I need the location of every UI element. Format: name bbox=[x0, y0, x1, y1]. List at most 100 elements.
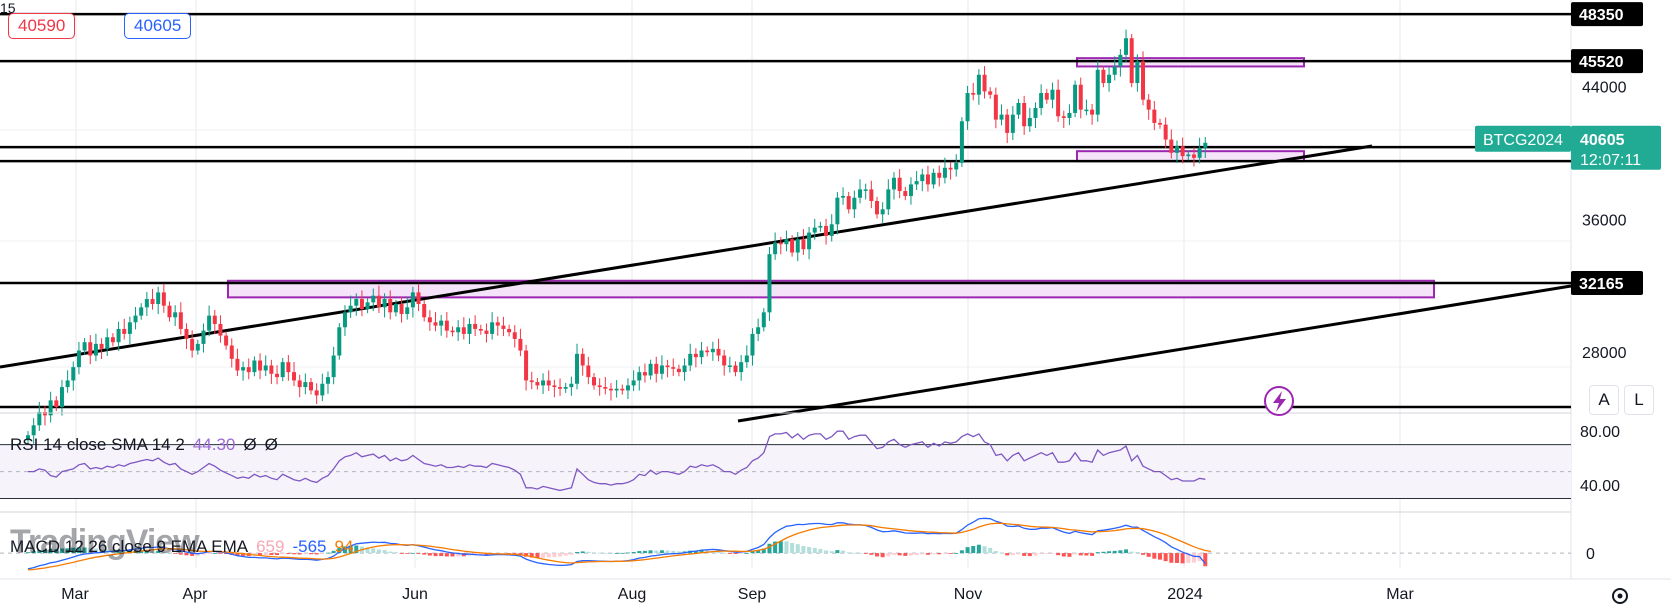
macd-histogram-bar bbox=[365, 547, 370, 554]
macd-histogram-bar bbox=[931, 553, 936, 555]
candle-body bbox=[897, 177, 902, 192]
macd-histogram-bar bbox=[371, 548, 376, 554]
candle-body bbox=[224, 335, 229, 346]
candle-body bbox=[818, 225, 823, 228]
candle-body bbox=[320, 383, 325, 396]
macd-histogram-bar bbox=[546, 553, 551, 558]
macd-histogram-bar bbox=[891, 553, 896, 555]
macd-histogram-bar bbox=[597, 552, 602, 554]
macd-histogram-bar bbox=[88, 548, 93, 554]
macd-histogram-bar bbox=[773, 541, 778, 554]
auto-scale-button[interactable]: A bbox=[1589, 385, 1619, 415]
macd-histogram-bar bbox=[750, 551, 755, 554]
macd-histogram-bar bbox=[993, 551, 998, 554]
rsi-legend[interactable]: RSI 14 close SMA 14 2 44.30 Ø Ø bbox=[10, 435, 286, 455]
candle-body bbox=[908, 184, 913, 197]
macd-histogram-bar bbox=[920, 553, 925, 555]
candle-body bbox=[869, 189, 874, 202]
macd-histogram-bar bbox=[173, 553, 178, 554]
macd-histogram-bar bbox=[608, 553, 613, 554]
bid-price-box[interactable]: 40590 bbox=[8, 13, 76, 39]
macd-histogram-bar bbox=[478, 553, 483, 556]
macd-histogram-bar bbox=[76, 547, 81, 554]
candle-body bbox=[331, 355, 336, 378]
macd-histogram-bar bbox=[744, 553, 749, 554]
macd-histogram-bar bbox=[535, 553, 540, 558]
candle-body bbox=[122, 328, 127, 334]
candle-body bbox=[920, 174, 925, 182]
macd-histogram-bar bbox=[1067, 553, 1072, 557]
macd-histogram-bar bbox=[212, 553, 217, 554]
candle-body bbox=[1022, 103, 1027, 127]
pane-separators bbox=[0, 412, 1571, 513]
macd-histogram-bar bbox=[575, 551, 580, 554]
macd-histogram-bar bbox=[1186, 553, 1191, 563]
lower-trend-line[interactable] bbox=[737, 284, 1572, 423]
macd-histogram-bar bbox=[1174, 553, 1179, 563]
candle-body bbox=[173, 312, 178, 318]
candle-body bbox=[461, 327, 466, 334]
macd-histogram-bar bbox=[807, 546, 812, 554]
candle-body bbox=[133, 315, 138, 323]
price-axis[interactable]: 80.0040.00044000360002800048350455204034… bbox=[1475, 2, 1661, 563]
candle-body bbox=[1141, 61, 1146, 100]
macd-histogram-bar bbox=[795, 544, 800, 554]
macd-histogram-bar bbox=[405, 553, 410, 554]
candle-body bbox=[433, 322, 438, 326]
log-scale-button[interactable]: L bbox=[1624, 385, 1654, 415]
candle-body bbox=[942, 167, 947, 178]
macd-histogram-bar bbox=[829, 551, 834, 554]
macd-legend[interactable]: MACD 12 26 close 9 EMA EMA 659 -565 94 bbox=[10, 537, 361, 557]
macd-histogram-bar bbox=[778, 541, 783, 554]
macd-histogram-bar bbox=[433, 553, 438, 557]
macd-histogram-bar bbox=[484, 553, 489, 556]
candle-body bbox=[37, 412, 42, 426]
candle-body bbox=[671, 367, 676, 369]
candle-body bbox=[410, 292, 415, 308]
flash-icon[interactable] bbox=[1264, 386, 1294, 416]
candle-body bbox=[620, 388, 625, 391]
candle-body bbox=[1090, 109, 1095, 115]
candle-body bbox=[292, 372, 297, 381]
trend-lines bbox=[0, 144, 1572, 423]
macd-histogram-bar bbox=[948, 553, 953, 554]
candle-body bbox=[665, 365, 670, 368]
candle-body bbox=[439, 320, 444, 326]
macd-histogram-bar bbox=[388, 551, 393, 554]
macd-histogram-bar bbox=[263, 553, 268, 555]
candle-body bbox=[286, 362, 291, 373]
macd-legend-hist: 659 bbox=[256, 537, 285, 556]
candle-body bbox=[156, 292, 161, 305]
settings-gear-icon[interactable] bbox=[1612, 588, 1628, 604]
macd-histogram-bar bbox=[999, 552, 1004, 554]
candle-body bbox=[484, 330, 489, 334]
candle-body bbox=[727, 365, 732, 367]
support-resistance-zones bbox=[227, 57, 1435, 299]
candle-body bbox=[835, 197, 840, 225]
candle-body bbox=[1112, 66, 1117, 75]
candle-body bbox=[773, 242, 778, 255]
level-tag bbox=[1571, 271, 1643, 296]
macd-histogram-bar bbox=[875, 553, 879, 557]
macd-histogram-bar bbox=[908, 553, 913, 556]
candle-body bbox=[144, 299, 149, 308]
macd-histogram-bar bbox=[1056, 553, 1061, 556]
macd-histogram-bar bbox=[835, 550, 840, 554]
candle-body bbox=[280, 362, 285, 378]
macd-histogram-bar bbox=[1061, 553, 1066, 557]
macd-histogram-bar bbox=[354, 545, 359, 554]
rsi-legend-extra2: Ø bbox=[264, 435, 278, 454]
macd-histogram-bar bbox=[824, 550, 829, 554]
candle-body bbox=[207, 315, 212, 331]
price-candles bbox=[26, 29, 1208, 445]
candle-body bbox=[342, 312, 347, 328]
rsi-tick-label: 80.00 bbox=[1580, 424, 1620, 441]
upper-trend-line[interactable] bbox=[0, 144, 1373, 369]
macd-legend-macd: -565 bbox=[292, 537, 327, 556]
macd-histogram-bar bbox=[1027, 553, 1032, 557]
time-axis[interactable]: Mar Apr Jun Aug Sep Nov 2024 Mar bbox=[61, 586, 1414, 603]
ask-price-box[interactable]: 40605 bbox=[124, 13, 192, 39]
macd-histogram-bar bbox=[580, 551, 585, 554]
macd-histogram-bar bbox=[886, 553, 891, 557]
